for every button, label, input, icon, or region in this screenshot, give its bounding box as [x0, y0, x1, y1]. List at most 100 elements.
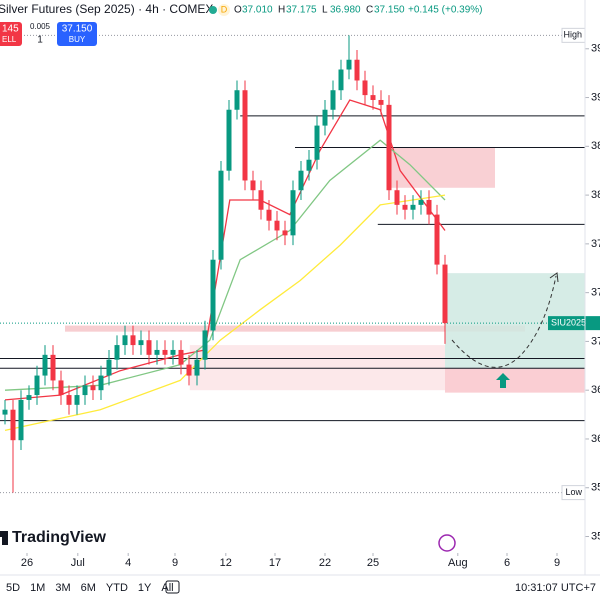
candle-body: [250, 180, 256, 191]
candle-body: [210, 259, 216, 331]
candle-body: [434, 214, 440, 265]
zone: [445, 368, 585, 393]
candle-body: [370, 95, 376, 100]
ohlc-value: 37.175: [286, 5, 317, 16]
candle-body: [226, 109, 232, 171]
extreme-label: Low: [565, 487, 582, 497]
range-button[interactable]: YTD: [106, 582, 128, 594]
moving-average: [4, 139, 446, 391]
candle-body: [90, 385, 96, 391]
candle-body: [354, 59, 360, 81]
candle-body: [130, 335, 136, 346]
y-tick-label: 37.00: [591, 335, 600, 347]
projection-arrowhead: [549, 272, 559, 283]
candle-body: [66, 395, 72, 405]
candle-body: [258, 190, 264, 210]
ohlc-value: 36.980: [330, 5, 361, 16]
buy-label[interactable]: BUY: [69, 35, 86, 44]
y-tick-label: 38.60: [591, 140, 600, 152]
candle-body: [242, 90, 248, 181]
y-tick-label: 36.60: [591, 384, 600, 396]
y-tick-label: 37.40: [591, 287, 600, 299]
range-button[interactable]: 6M: [81, 582, 96, 594]
ohlc-value: 37.150: [374, 5, 405, 16]
y-tick-label: 36.20: [591, 433, 600, 445]
candle-body: [218, 170, 224, 260]
candle-body: [394, 190, 400, 205]
candle-body: [146, 340, 152, 355]
y-tick-label: 38.20: [591, 189, 600, 201]
candle-body: [330, 90, 336, 110]
status-dot: [209, 6, 217, 14]
candle-body: [346, 59, 352, 70]
symbol-tag: SIU2025: [551, 318, 586, 328]
range-button[interactable]: 5D: [6, 582, 20, 594]
range-button[interactable]: 1M: [30, 582, 45, 594]
range-button[interactable]: 3M: [55, 582, 70, 594]
candle-body: [234, 90, 240, 110]
range-button[interactable]: 1Y: [138, 582, 152, 594]
candle-body: [386, 104, 392, 191]
event-icon[interactable]: [438, 534, 456, 552]
symbol-title: Silver Futures (Sep 2025) · 4h · COMEX: [0, 2, 213, 16]
ohlc-key: O: [234, 5, 242, 16]
x-tick-label: 6: [504, 557, 510, 569]
logo-mark: [0, 531, 8, 545]
date-range-icon[interactable]: [165, 580, 180, 594]
candle-body: [402, 204, 408, 210]
sell-label[interactable]: ELL: [2, 35, 17, 44]
candle-body: [322, 109, 328, 126]
sell-button[interactable]: [0, 22, 22, 46]
logo: TradingView: [12, 529, 107, 546]
x-tick-label: 4: [125, 557, 131, 569]
y-tick-label: 35.80: [591, 482, 600, 494]
candle-body: [162, 349, 168, 355]
clock: 10:31:07 UTC+7: [515, 582, 596, 594]
y-tick-label: 39.00: [591, 91, 600, 103]
candle-body: [426, 199, 432, 215]
sell-price[interactable]: 145: [2, 24, 19, 35]
x-tick-label: Jul: [71, 557, 85, 569]
badge-bg: [218, 4, 230, 16]
y-tick-label: 39.40: [591, 43, 600, 55]
buy-button[interactable]: [57, 22, 97, 46]
candle-body: [10, 409, 16, 441]
candle-body: [82, 385, 88, 396]
candle-body: [194, 359, 200, 376]
moving-average: [4, 194, 446, 432]
y-tick-label: 37.80: [591, 238, 600, 250]
x-tick-label: 9: [172, 557, 178, 569]
candle-body: [410, 204, 416, 210]
candle-body: [2, 409, 8, 415]
buy-price[interactable]: 37.150: [62, 24, 93, 35]
candle-body: [338, 69, 344, 91]
candle-body: [266, 209, 272, 221]
up-arrow: [496, 373, 510, 388]
candle-body: [378, 99, 384, 105]
candle-body: [42, 354, 48, 376]
spread: 0.005: [30, 22, 51, 31]
candle-body: [290, 190, 296, 236]
range-button[interactable]: All: [161, 582, 173, 594]
candle-body: [178, 349, 184, 365]
candle-body: [362, 80, 368, 96]
ohlc-change: +0.145 (+0.39%): [408, 5, 483, 16]
candle-body: [306, 159, 312, 171]
quantity[interactable]: 1: [37, 35, 43, 46]
candle-body: [34, 375, 40, 396]
candle-body: [50, 354, 56, 381]
x-tick-label: 25: [367, 557, 379, 569]
x-tick-label: 17: [269, 557, 281, 569]
candle-body: [170, 349, 176, 355]
x-tick-label: 12: [220, 557, 232, 569]
ohlc-key: L: [322, 5, 328, 16]
x-tick-label: 22: [319, 557, 331, 569]
ohlc-key: C: [366, 5, 373, 16]
candle-body: [106, 359, 112, 376]
zone: [189, 345, 445, 391]
candle-body: [26, 395, 32, 400]
candle-body: [442, 264, 448, 324]
candle-body: [58, 380, 64, 396]
candle-body: [18, 399, 24, 441]
